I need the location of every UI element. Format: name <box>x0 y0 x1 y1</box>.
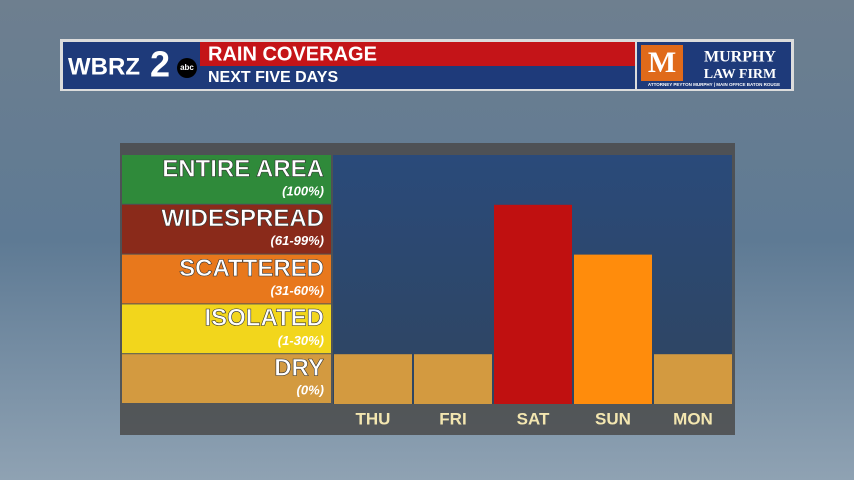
x-tick-label: THU <box>356 409 391 428</box>
bar <box>574 254 652 404</box>
sponsor-name: MURPHY <box>704 49 776 66</box>
level-name: ENTIRE AREA <box>162 155 324 182</box>
chart-subtitle: NEXT FIVE DAYS <box>208 69 338 86</box>
level-name: DRY <box>274 355 324 382</box>
logo-box <box>63 42 200 89</box>
level-range: (100%) <box>282 183 324 198</box>
bar <box>414 354 492 404</box>
bar <box>494 204 572 404</box>
level-range: (61-99%) <box>271 233 324 248</box>
sponsor-tagline: ATTORNEY PEYTON MURPHY | MAIN OFFICE BAT… <box>648 82 780 87</box>
network: abc <box>180 63 194 72</box>
x-tick-label: MON <box>673 409 713 428</box>
x-tick-label: SUN <box>595 409 631 428</box>
bar <box>654 354 732 404</box>
bar <box>334 354 412 404</box>
sponsor-mark-box <box>641 45 683 81</box>
level-band <box>122 155 331 204</box>
level-range: (0%) <box>297 383 324 398</box>
x-tick-label: FRI <box>439 409 466 428</box>
level-range: (31-60%) <box>271 283 324 298</box>
subtitle-strip <box>200 66 635 89</box>
title-strip <box>200 42 635 66</box>
level-name: ISOLATED <box>204 305 324 332</box>
level-range: (1-30%) <box>278 333 324 348</box>
level-band <box>122 354 331 403</box>
sponsor-name: LAW FIRM <box>704 67 776 82</box>
chart-title: RAIN COVERAGE <box>208 43 377 65</box>
level-band <box>122 254 331 304</box>
level-name: WIDESPREAD <box>161 205 324 232</box>
sponsor-mark: M <box>648 46 676 79</box>
x-tick-label: SAT <box>517 409 550 428</box>
station: WBRZ <box>68 53 140 80</box>
level-band <box>122 204 331 254</box>
level-name: SCATTERED <box>179 255 324 282</box>
channel: 2 <box>150 44 170 85</box>
network-badge <box>177 58 197 78</box>
level-band <box>122 304 331 354</box>
